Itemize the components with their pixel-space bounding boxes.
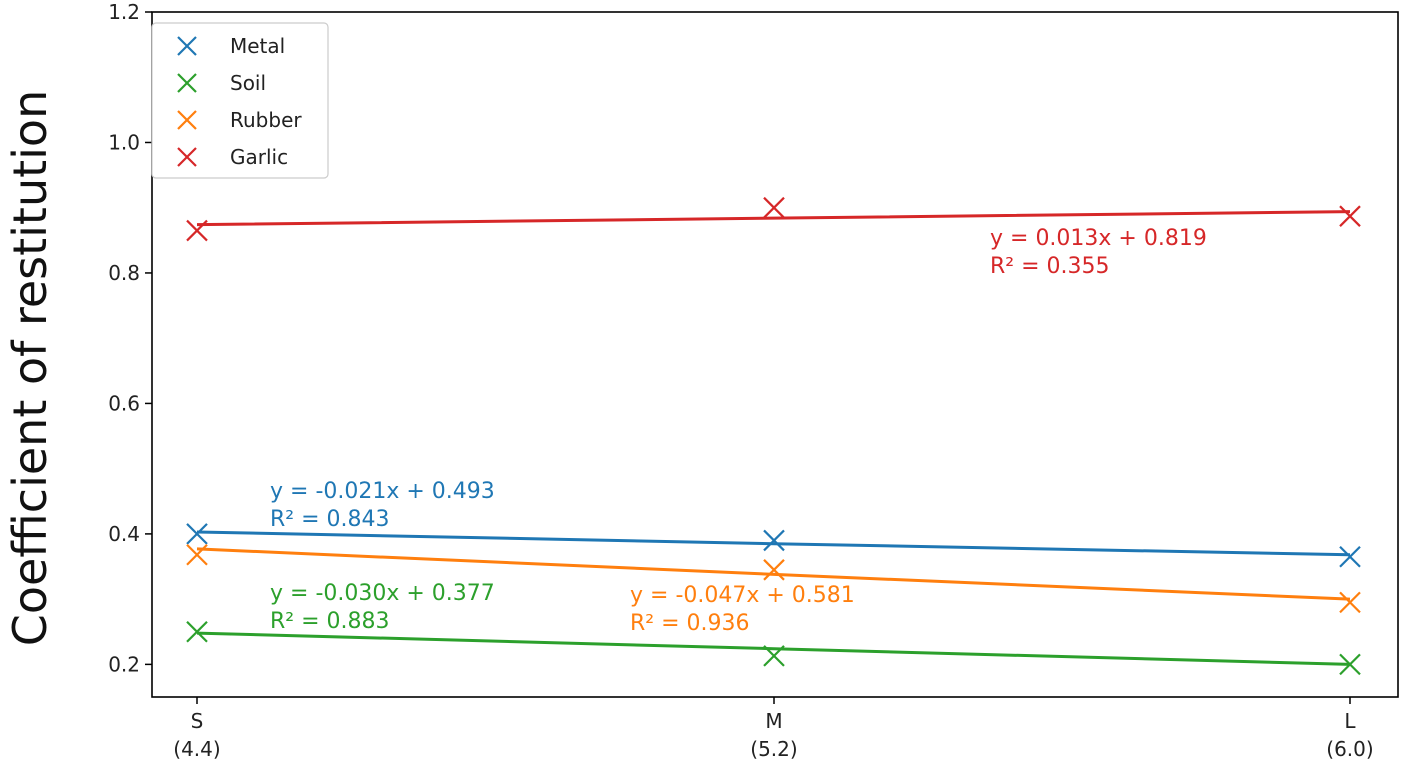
point-rubber [186, 544, 208, 566]
trendline-rubber [196, 547, 1351, 601]
legend-box [151, 22, 329, 179]
point-metal [186, 523, 208, 545]
marker-stroke [186, 620, 208, 643]
marker-stroke [1339, 545, 1361, 568]
point-soil [763, 645, 785, 667]
y-tick-label: 0.2 [108, 652, 140, 676]
marker-stroke [763, 529, 785, 552]
point-soil [1339, 653, 1361, 676]
marker-stroke [763, 559, 785, 581]
y-tick-label: 0.8 [108, 261, 140, 285]
legend-label-rubber: Rubber [230, 108, 302, 132]
marker-stroke [186, 544, 208, 566]
r2-metal: R² = 0.843 [270, 507, 390, 532]
point-soil [186, 620, 208, 643]
legend-marker-rubber [177, 110, 197, 130]
trendline-metal [196, 530, 1351, 557]
equation-rubber: y = -0.047x + 0.581 [630, 583, 855, 608]
legend-label-soil: Soil [230, 71, 266, 95]
marker-stroke [186, 219, 208, 242]
x-tick-sublabel: (4.4) [173, 737, 220, 761]
marker-stroke [763, 645, 785, 667]
r2-rubber: R² = 0.936 [630, 611, 750, 636]
r2-garlic: R² = 0.355 [990, 254, 1110, 279]
equation-garlic: y = 0.013x + 0.819 [990, 226, 1207, 251]
marker-stroke [177, 36, 197, 56]
legend-marker-metal [177, 36, 197, 56]
marker-stroke [1339, 205, 1361, 227]
legend: Metal Soil Rubber Garlic [151, 22, 329, 179]
x-tick-label: S [191, 709, 204, 733]
point-metal [763, 529, 785, 552]
point-rubber [1339, 591, 1361, 614]
trendline-garlic [196, 210, 1351, 227]
y-tick-label: 0.4 [108, 522, 140, 546]
x-tick-label: L [1344, 709, 1356, 733]
chart-marks [186, 196, 1361, 676]
marker-stroke [186, 523, 208, 545]
y-tick-label: 0.6 [108, 391, 140, 415]
point-garlic [763, 196, 785, 219]
marker-stroke [1339, 591, 1361, 614]
marker-stroke [177, 110, 197, 130]
chart-axes: 0.2 0.4 0.6 0.8 1.0 1.2 S (4.4) M (5.2) L (6.0) [108, 0, 1399, 761]
legend-label-garlic: Garlic [230, 145, 288, 169]
legend-label-metal: Metal [230, 34, 285, 58]
marker-stroke [177, 147, 197, 167]
equation-soil: y = -0.030x + 0.377 [270, 581, 495, 606]
marker-stroke [763, 196, 785, 219]
trendline-soil [196, 631, 1351, 666]
legend-marker-soil [177, 73, 197, 93]
x-tick-label: M [765, 709, 782, 733]
y-tick-label: 1.0 [108, 130, 140, 154]
y-tick-label: 1.2 [108, 0, 140, 24]
y-axis-label: Coefficient of restitution [3, 90, 57, 646]
equation-metal: y = -0.021x + 0.493 [270, 479, 495, 504]
x-tick-sublabel: (6.0) [1326, 737, 1373, 761]
marker-stroke [177, 73, 197, 93]
point-garlic [1339, 205, 1361, 227]
marker-stroke [1339, 653, 1361, 676]
x-tick-sublabel: (5.2) [750, 737, 797, 761]
chart-annotations: y = -0.021x + 0.493 R² = 0.843 y = -0.030x… [270, 226, 1207, 636]
legend-marker-garlic [177, 147, 197, 167]
point-metal [1339, 545, 1361, 568]
plot-frame [151, 11, 1399, 698]
point-garlic [186, 219, 208, 242]
r2-soil: R² = 0.883 [270, 609, 390, 634]
point-rubber [763, 559, 785, 581]
